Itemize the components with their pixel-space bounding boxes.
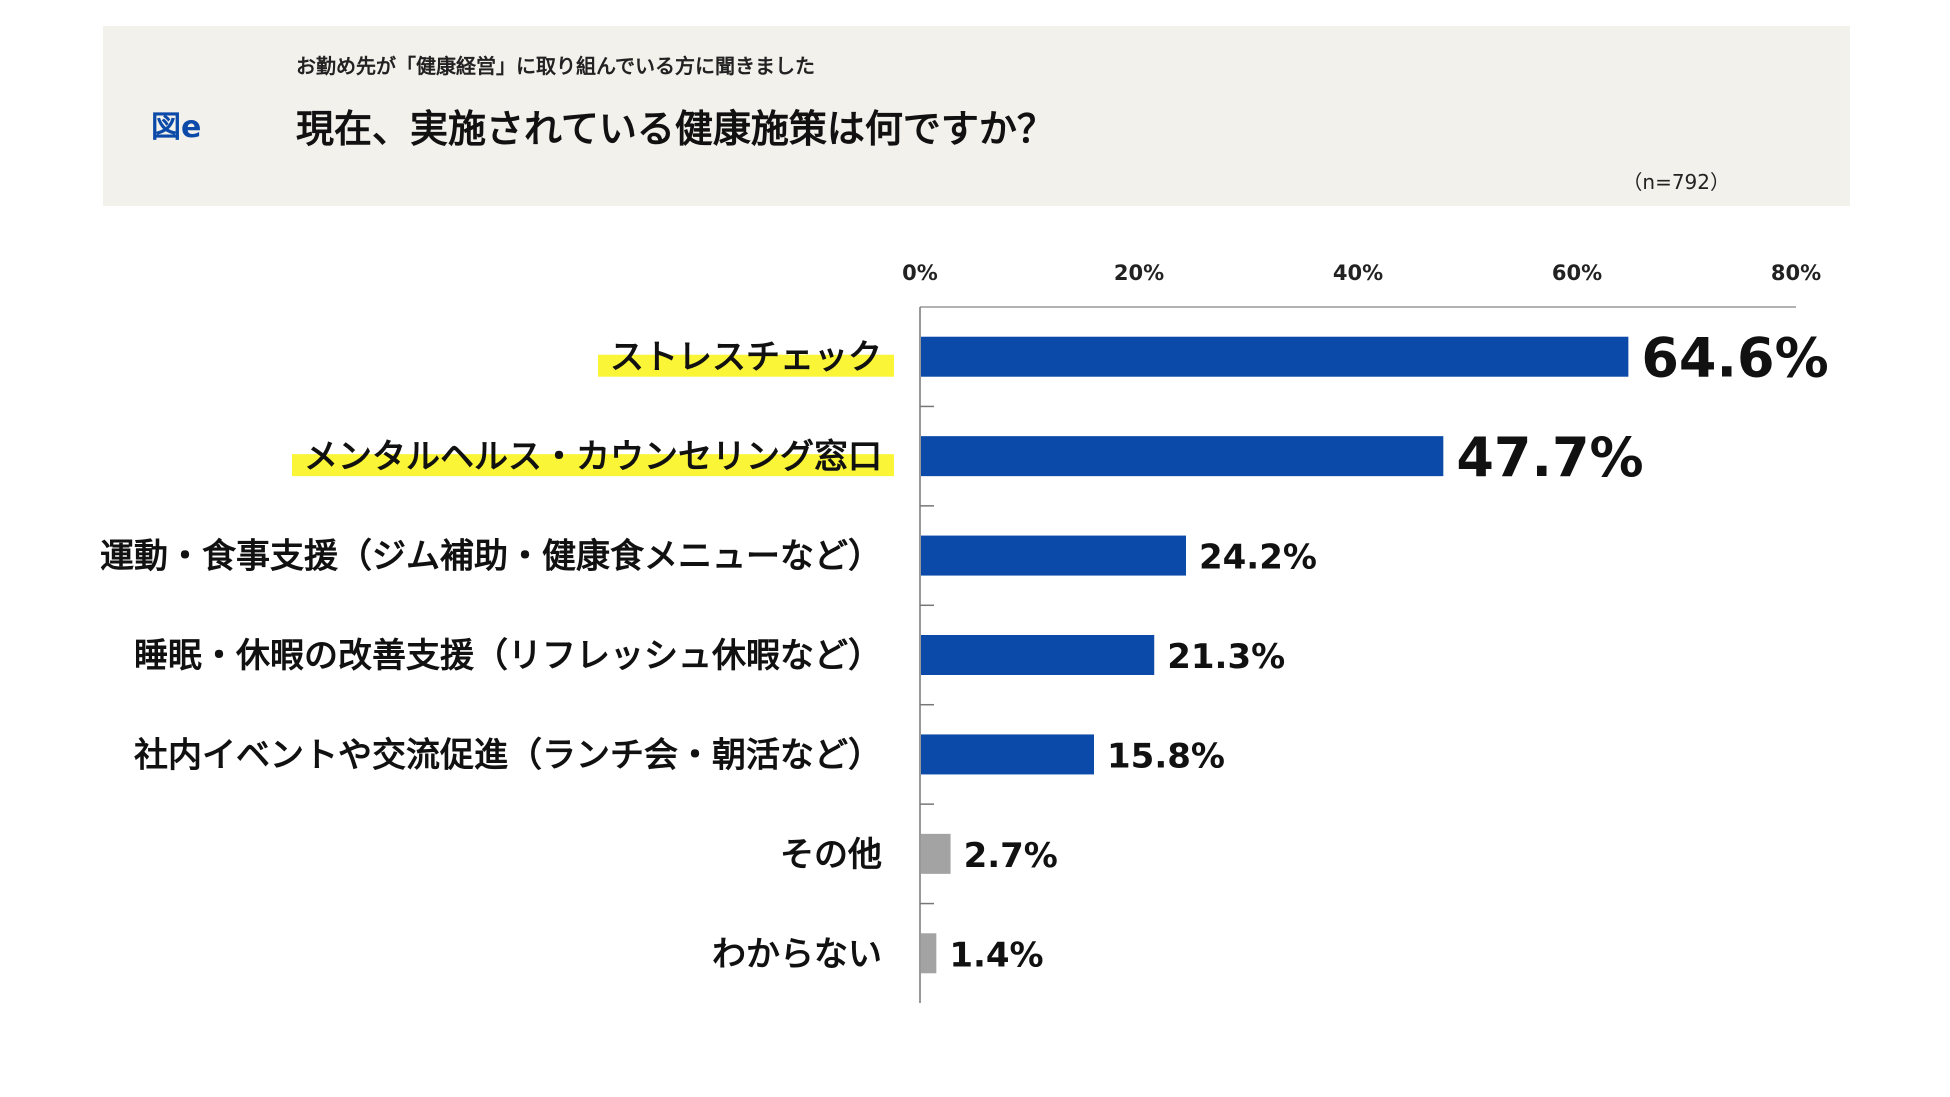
figure-label: 図e — [151, 110, 202, 145]
x-tick-label: 0% — [902, 261, 938, 285]
label-highlight — [598, 354, 894, 377]
bar — [921, 436, 1444, 477]
value-label: 24.2% — [1199, 538, 1317, 578]
value-label: 47.7% — [1456, 426, 1643, 489]
chart-title: 現在、実施されている健康施策は何ですか？ — [296, 107, 1055, 151]
label-highlight — [292, 454, 894, 477]
bar — [921, 336, 1629, 377]
value-label: 15.8% — [1107, 736, 1225, 776]
category-label: ストレスチェック — [610, 338, 882, 378]
category-label: その他 — [780, 835, 882, 875]
category-label: メンタルヘルス・カウンセリング窓口 — [304, 437, 882, 477]
chart-header: 図e お勤め先が「健康経営」に取り組んでいる方に聞きました 現在、実施されている… — [103, 26, 1850, 206]
bar — [921, 833, 951, 874]
bar — [921, 933, 937, 974]
x-tick-label: 60% — [1552, 261, 1602, 285]
category-label: 社内イベントや交流促進（ランチ会・朝活など） — [134, 735, 882, 775]
value-label: 2.7% — [964, 836, 1058, 876]
x-tick-label: 80% — [1771, 261, 1821, 285]
chart-subtitle: お勤め先が「健康経営」に取り組んでいる方に聞きました — [296, 54, 815, 78]
bar — [921, 535, 1186, 576]
bar — [921, 635, 1155, 675]
category-label: わからない — [712, 934, 882, 974]
sample-size: （n=792） — [1622, 170, 1730, 194]
value-label: 64.6% — [1641, 327, 1828, 390]
bar — [921, 734, 1095, 775]
value-label: 21.3% — [1167, 637, 1285, 677]
x-tick-label: 40% — [1333, 261, 1383, 285]
value-label: 1.4% — [949, 935, 1043, 975]
x-tick-label: 20% — [1114, 261, 1164, 285]
category-label: 睡眠・休暇の改善支援（リフレッシュ休暇など） — [134, 636, 882, 676]
category-label: 運動・食事支援（ジム補助・健康食メニューなど） — [100, 537, 882, 577]
